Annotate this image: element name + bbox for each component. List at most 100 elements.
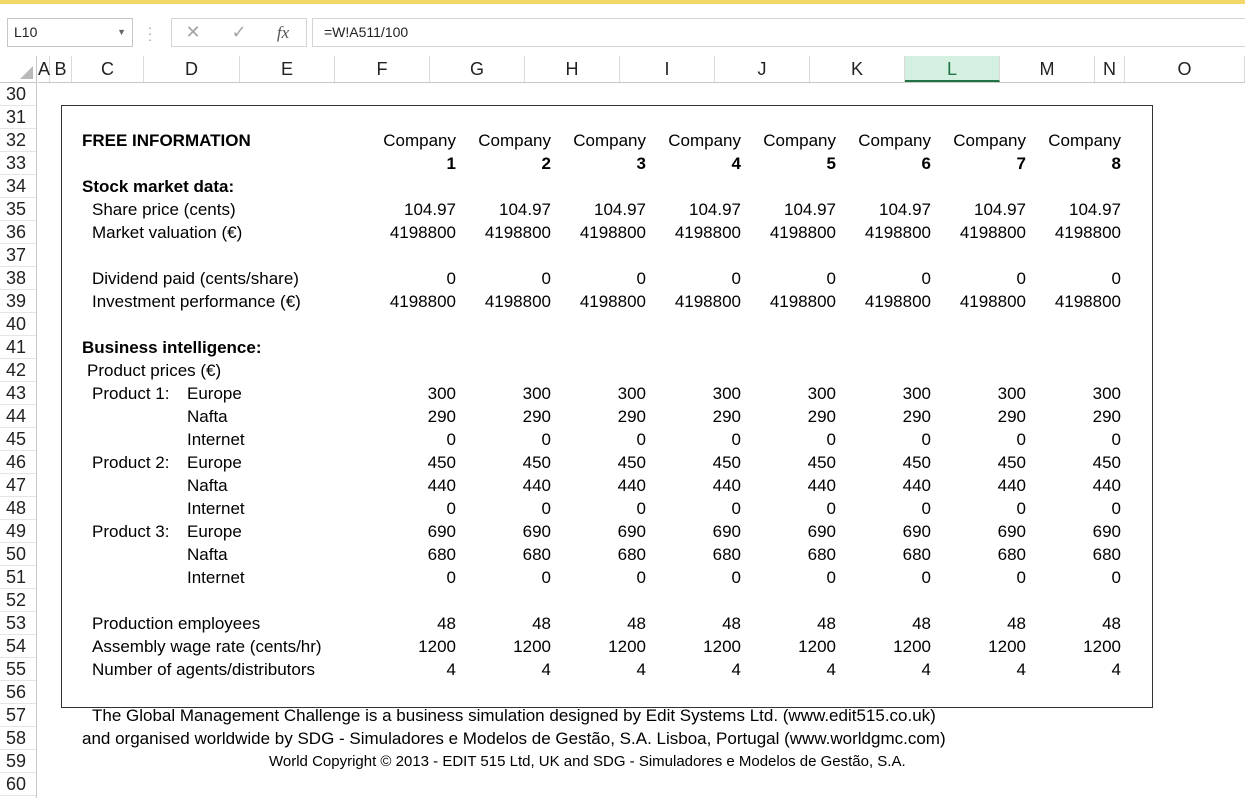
formula-input[interactable]: =W!A511/100: [312, 18, 1245, 47]
investment-company-6: 4198800: [864, 292, 931, 311]
insert-function-icon[interactable]: fx: [276, 23, 290, 42]
product-1-nafta-price-company-3: 290: [617, 407, 646, 426]
agents-company-4: 4: [731, 660, 741, 679]
product-2-europe-price-company-6: 450: [902, 453, 931, 472]
row-header-43[interactable]: 43: [0, 382, 36, 405]
wage-rate-company-4: 1200: [703, 637, 741, 656]
row-header-46[interactable]: 46: [0, 451, 36, 474]
row-header-60[interactable]: 60: [0, 773, 36, 796]
product-2-internet-price-company-4: 0: [731, 499, 741, 518]
drag-handle-icon[interactable]: · · ·: [147, 19, 153, 47]
product-2-europe-price-company-7: 450: [997, 453, 1026, 472]
product-3-internet-price-company-2: 0: [541, 568, 551, 587]
dividend-label: Dividend paid (cents/share): [92, 269, 299, 288]
select-all-button[interactable]: [0, 56, 37, 83]
product-1-internet-price-company-4: 0: [731, 430, 741, 449]
column-header-h[interactable]: H: [525, 56, 620, 82]
row-header-51[interactable]: 51: [0, 566, 36, 589]
wage-rate-label: Assembly wage rate (cents/hr): [92, 637, 322, 656]
column-header-d[interactable]: D: [144, 56, 240, 82]
product-1-nafta-price-company-4: 290: [712, 407, 741, 426]
share-price-company-8: 104.97: [1069, 200, 1121, 219]
row-header-55[interactable]: 55: [0, 658, 36, 681]
row-header-47[interactable]: 47: [0, 474, 36, 497]
column-header-n[interactable]: N: [1095, 56, 1125, 82]
column-header-o[interactable]: O: [1125, 56, 1245, 82]
agents-company-2: 4: [541, 660, 551, 679]
column-header-a[interactable]: A: [38, 56, 50, 82]
row-header-58[interactable]: 58: [0, 727, 36, 750]
column-header-c[interactable]: C: [72, 56, 144, 82]
row-header-36[interactable]: 36: [0, 221, 36, 244]
column-header-k[interactable]: K: [810, 56, 905, 82]
row-header-56[interactable]: 56: [0, 681, 36, 704]
row-header-38[interactable]: 38: [0, 267, 36, 290]
market-valuation-company-4: 4198800: [674, 223, 741, 242]
product-2-nafta-price-company-6: 440: [902, 476, 931, 495]
column-header-g[interactable]: G: [430, 56, 525, 82]
share-price-label: Share price (cents): [92, 200, 236, 219]
row-header-30[interactable]: 30: [0, 83, 36, 106]
agents-company-5: 4: [826, 660, 836, 679]
product-1-internet-price-company-7: 0: [1016, 430, 1026, 449]
product-3-internet-price-company-4: 0: [731, 568, 741, 587]
row-header-45[interactable]: 45: [0, 428, 36, 451]
row-header-40[interactable]: 40: [0, 313, 36, 336]
name-box[interactable]: L10 ▼: [7, 18, 133, 47]
product-3-internet-price-company-3: 0: [636, 568, 646, 587]
row-header-59[interactable]: 59: [0, 750, 36, 773]
row-header-33[interactable]: 33: [0, 152, 36, 175]
company-number-company-4: 4: [731, 154, 741, 173]
row-header-34[interactable]: 34: [0, 175, 36, 198]
product-3-europe-price-company-6: 690: [902, 522, 931, 541]
row-header-53[interactable]: 53: [0, 612, 36, 635]
row-header-49[interactable]: 49: [0, 520, 36, 543]
row-header-57[interactable]: 57: [0, 704, 36, 727]
column-header-m[interactable]: M: [1000, 56, 1095, 82]
stock-market-heading: Stock market data:: [82, 177, 235, 196]
column-header-i[interactable]: I: [620, 56, 715, 82]
row-header-52[interactable]: 52: [0, 589, 36, 612]
company-number-company-1: 1: [446, 154, 456, 173]
agents-company-3: 4: [636, 660, 646, 679]
row-header-54[interactable]: 54: [0, 635, 36, 658]
cancel-icon[interactable]: ✕: [185, 22, 201, 42]
product-3-nafta-price-company-3: 680: [617, 545, 646, 564]
company-header-label: Company: [668, 131, 741, 150]
product-3-market-internet: Internet: [187, 568, 245, 587]
product-3-internet-price-company-6: 0: [921, 568, 931, 587]
row-header-42[interactable]: 42: [0, 359, 36, 382]
worksheet-grid[interactable]: FREE INFORMATION Company Company Company Com…: [38, 83, 1245, 798]
production-employees-company-4: 48: [722, 614, 741, 633]
company-header-label: Company: [953, 131, 1026, 150]
product-2-market-nafta: Nafta: [187, 476, 228, 495]
row-header-35[interactable]: 35: [0, 198, 36, 221]
investment-company-8: 4198800: [1054, 292, 1121, 311]
row-header-32[interactable]: 32: [0, 129, 36, 152]
row-header-39[interactable]: 39: [0, 290, 36, 313]
column-header-j[interactable]: J: [715, 56, 810, 82]
column-header-b[interactable]: B: [50, 56, 72, 82]
product-2-market-europe: Europe: [187, 453, 242, 472]
product-3-europe-price-company-7: 690: [997, 522, 1026, 541]
product-1-market-internet: Internet: [187, 430, 245, 449]
product-2-europe-price-company-3: 450: [617, 453, 646, 472]
product-3-europe-price-company-1: 690: [427, 522, 456, 541]
row-header-50[interactable]: 50: [0, 543, 36, 566]
product-1-europe-price-company-1: 300: [427, 384, 456, 403]
row-header-37[interactable]: 37: [0, 244, 36, 267]
row-header-44[interactable]: 44: [0, 405, 36, 428]
investment-company-2: 4198800: [484, 292, 551, 311]
row-header-31[interactable]: 31: [0, 106, 36, 129]
market-valuation-company-1: 4198800: [389, 223, 456, 242]
share-price-company-3: 104.97: [594, 200, 646, 219]
enter-check-icon[interactable]: ✓: [231, 22, 247, 42]
column-header-l[interactable]: L: [905, 56, 1000, 82]
company-header-label: Company: [858, 131, 931, 150]
product-3-europe-price-company-4: 690: [712, 522, 741, 541]
chevron-down-icon[interactable]: ▼: [117, 27, 126, 37]
row-header-41[interactable]: 41: [0, 336, 36, 359]
row-header-48[interactable]: 48: [0, 497, 36, 520]
column-header-e[interactable]: E: [240, 56, 335, 82]
column-header-f[interactable]: F: [335, 56, 430, 82]
